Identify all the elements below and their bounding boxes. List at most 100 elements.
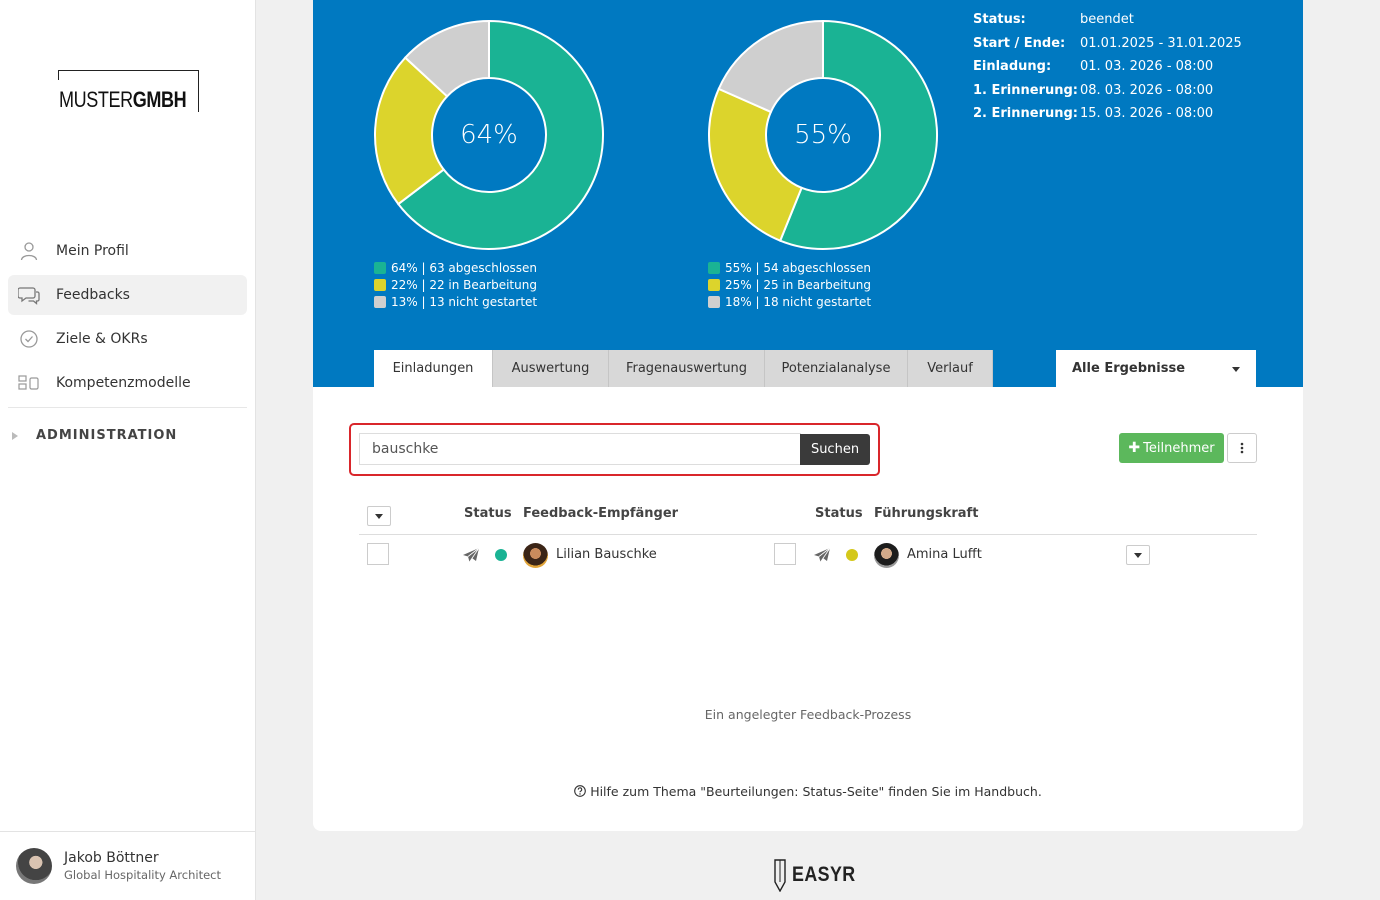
expand-triangle-icon (12, 431, 18, 440)
more-options-button[interactable] (1227, 433, 1257, 463)
donut-segment-2 (403, 19, 490, 98)
user-profile[interactable]: Jakob Böttner Global Hospitality Archite… (0, 831, 255, 900)
chat-icon (18, 284, 40, 306)
send-invitation-icon[interactable] (462, 547, 480, 563)
sidebar-item-kompetenzmodelle[interactable]: Kompetenzmodelle (8, 363, 247, 403)
legend-label: 55% | 54 abgeschlossen (725, 260, 872, 275)
donut-segment-0 (778, 19, 938, 250)
manager-name[interactable]: Amina Lufft (907, 547, 982, 562)
donut-center-value: 64% (460, 120, 518, 150)
legend-swatch (708, 261, 720, 274)
sidebar-item-feedbacks[interactable]: Feedbacks (8, 275, 247, 315)
info-row: Einladung: 01. 03. 2026 - 08:00 (973, 55, 1242, 79)
send-invitation-icon[interactable] (813, 547, 831, 563)
legend-item: 55% | 54 abgeschlossen (708, 259, 871, 276)
info-key: 2. Erinnerung: (973, 106, 1079, 122)
sidebar-item-ziele-okrs[interactable]: Ziele & OKRs (8, 319, 247, 359)
donut-legend-2: 55% | 54 abgeschlossen 25% | 25 in Bearb… (708, 259, 871, 310)
avatar (16, 848, 52, 884)
info-key: Status: (973, 12, 1026, 28)
user-role: Global Hospitality Architect (64, 868, 221, 882)
admin-label: ADMINISTRATION (36, 428, 178, 443)
legend-label: 18% | 18 nicht gestartet (725, 294, 872, 309)
legend-label: 64% | 63 abgeschlossen (391, 260, 538, 275)
plus-icon: ✚ (1128, 440, 1141, 456)
brand-logo: EASYR (771, 858, 867, 892)
kebab-icon (1240, 442, 1244, 454)
blocks-icon (18, 372, 40, 394)
legend-item: 22% | 22 in Bearbeitung (374, 276, 537, 293)
recipient-status-dot (495, 549, 507, 561)
divider (8, 407, 247, 408)
row-checkbox[interactable] (367, 543, 389, 565)
legend-label: 22% | 22 in Bearbeitung (391, 277, 537, 292)
add-participant-button[interactable]: ✚ Teilnehmer (1119, 433, 1224, 463)
row-checkbox-manager[interactable] (774, 543, 796, 565)
legend-item: 13% | 13 nicht gestartet (374, 293, 537, 310)
donut-segment-1 (708, 87, 803, 242)
info-value: 08. 03. 2026 - 08:00 (1080, 82, 1214, 98)
recipient-name[interactable]: Lilian Bauschke (556, 547, 657, 562)
search-highlight (349, 423, 880, 476)
sidebar: MUSTERGMBH Mein Profil Feedbacks Ziele &… (0, 0, 256, 900)
column-header-recipient[interactable]: Feedback-Empfänger (523, 506, 679, 521)
question-circle-icon (574, 784, 590, 799)
tab-auswertung[interactable]: Auswertung (493, 350, 609, 387)
legend-swatch (374, 295, 386, 308)
column-header-status-manager[interactable]: Status (815, 506, 863, 521)
legend-item: 18% | 18 nicht gestartet (708, 293, 871, 310)
donut-segment-0 (396, 19, 604, 250)
donut-chart-invitees: 64% (373, 19, 605, 251)
legend-swatch (374, 278, 386, 291)
info-row: Status: beendet (973, 8, 1242, 32)
info-key: Start / Ende: (973, 35, 1066, 51)
tab-fragenauswertung[interactable]: Fragenauswertung (609, 350, 765, 387)
caret-down-icon (1134, 552, 1142, 558)
donut-svg (374, 19, 604, 250)
search-input[interactable]: bauschke (359, 433, 801, 465)
column-header-status[interactable]: Status (464, 506, 512, 521)
legend-label: 25% | 25 in Bearbeitung (725, 277, 871, 292)
donut-chart-managers: 55% (707, 19, 939, 251)
help-text: Hilfe zum Thema "Beurteilungen: Status-S… (313, 784, 1303, 799)
info-value: 01. 03. 2026 - 08:00 (1080, 59, 1214, 75)
legend-swatch (708, 295, 720, 308)
check-circle-icon (18, 328, 40, 350)
help-link[interactable]: Hilfe zum Thema "Beurteilungen: Status-S… (590, 784, 1042, 799)
sidebar-item-mein-profil[interactable]: Mein Profil (8, 231, 247, 271)
info-row: 2. Erinnerung: 15. 03. 2026 - 08:00 (973, 102, 1242, 126)
sidebar-nav: Mein Profil Feedbacks Ziele & OKRs Kompe… (8, 231, 247, 408)
info-row: Start / Ende: 01.01.2025 - 31.01.2025 (973, 32, 1242, 56)
donut-center-value: 55% (794, 120, 852, 150)
user-icon (18, 240, 40, 262)
sidebar-section-administration[interactable]: ADMINISTRATION (12, 428, 177, 443)
tab-bar: Einladungen Auswertung Fragenauswertung … (374, 350, 993, 387)
result-count-note: Ein angelegter Feedback-Prozess (704, 707, 912, 722)
company-logo[interactable]: MUSTERGMBH (58, 70, 200, 112)
manager-status-dot (846, 549, 858, 561)
process-info: Status: beendet Start / Ende: 01.01.2025 -… (973, 8, 1242, 126)
brand-name: EASYR (792, 863, 856, 886)
header-divider (359, 534, 1257, 535)
tab-potenzialanalyse[interactable]: Potenzialanalyse (765, 350, 908, 387)
avatar (874, 543, 899, 568)
legend-item: 25% | 25 in Bearbeitung (708, 276, 871, 293)
add-participant-label: Teilnehmer (1143, 440, 1215, 456)
logo-text-1: MUSTER (59, 87, 133, 112)
row-actions-dropdown[interactable] (1126, 545, 1150, 565)
select-all-dropdown[interactable] (367, 506, 391, 526)
column-header-manager[interactable]: Führungskraft (874, 506, 979, 521)
info-row: 1. Erinnerung: 08. 03. 2026 - 08:00 (973, 79, 1242, 103)
tab-einladungen[interactable]: Einladungen (374, 350, 493, 387)
user-name: Jakob Böttner (64, 850, 159, 866)
tab-verlauf[interactable]: Verlauf (908, 350, 993, 387)
search-button[interactable]: Suchen (800, 434, 870, 465)
info-key: 1. Erinnerung: (973, 82, 1079, 98)
logo-text-2: GMBH (132, 87, 187, 112)
info-value: 01.01.2025 - 31.01.2025 (1080, 35, 1242, 51)
sidebar-item-label: Ziele & OKRs (56, 331, 148, 347)
info-key: Einladung: (973, 59, 1052, 75)
sidebar-item-label: Feedbacks (56, 287, 130, 303)
result-filter-select[interactable]: Alle Ergebnisse (1056, 350, 1256, 387)
donut-svg (708, 19, 938, 250)
